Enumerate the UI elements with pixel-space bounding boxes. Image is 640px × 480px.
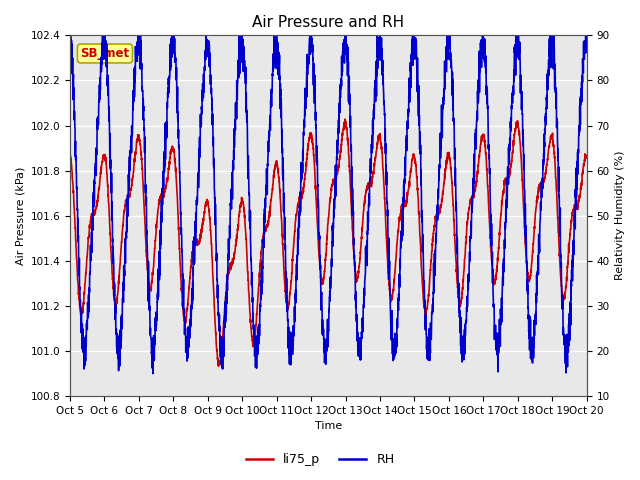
li75_p <box>287 285 294 290</box>
li75_p <box>573 202 580 207</box>
Text: SB_met: SB_met <box>81 47 129 60</box>
RH <box>149 371 157 376</box>
RH <box>67 33 74 38</box>
RH <box>264 144 272 150</box>
Y-axis label: Air Pressure (kPa): Air Pressure (kPa) <box>15 167 25 265</box>
Y-axis label: Relativity Humidity (%): Relativity Humidity (%) <box>615 151 625 280</box>
Legend: li75_p, RH: li75_p, RH <box>241 448 399 471</box>
li75_p <box>66 153 74 158</box>
RH <box>125 164 133 170</box>
Line: li75_p: li75_p <box>70 119 587 366</box>
li75_p <box>264 222 272 228</box>
li75_p <box>156 200 163 205</box>
li75_p <box>214 363 222 369</box>
X-axis label: Time: Time <box>315 421 342 432</box>
Line: RH: RH <box>70 36 587 373</box>
li75_p <box>517 153 525 159</box>
RH <box>287 338 294 344</box>
RH <box>583 49 591 55</box>
li75_p <box>341 116 349 122</box>
RH <box>156 255 164 261</box>
RH <box>517 84 525 89</box>
li75_p <box>583 154 591 160</box>
RH <box>66 56 74 61</box>
Title: Air Pressure and RH: Air Pressure and RH <box>252 15 404 30</box>
RH <box>573 176 580 181</box>
li75_p <box>125 192 132 198</box>
